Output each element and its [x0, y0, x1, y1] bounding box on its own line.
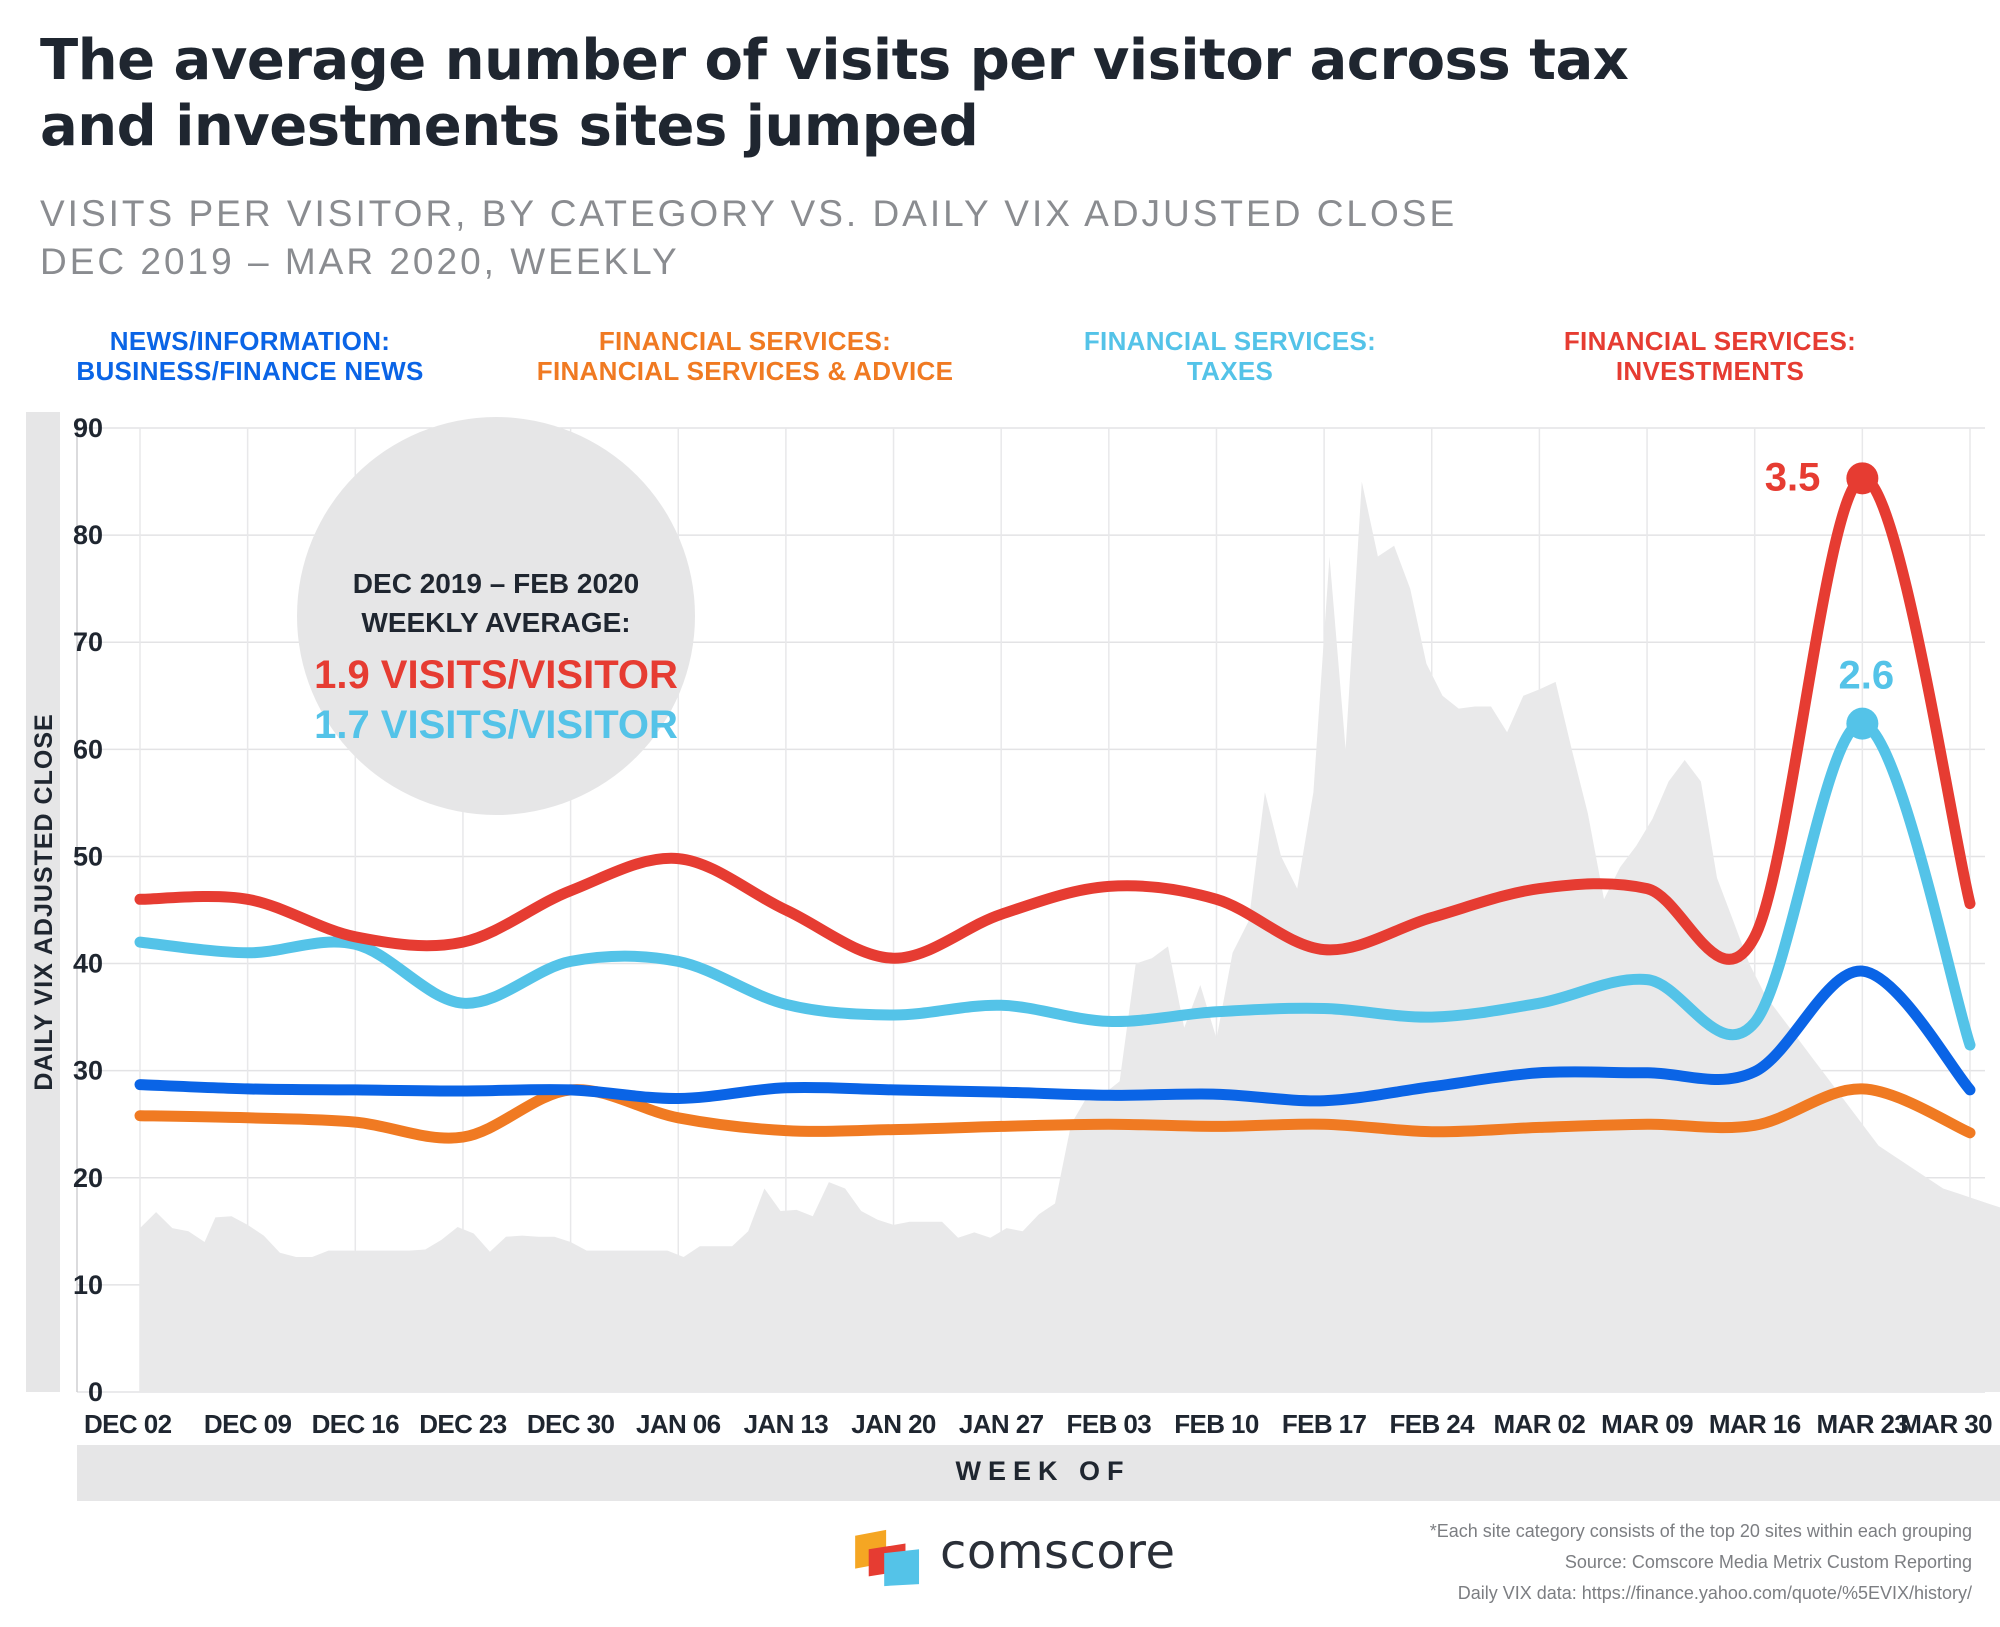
y-tick-label: 10 — [73, 1270, 103, 1300]
x-tick-label: FEB 10 — [1174, 1409, 1259, 1439]
x-tick-label: MAR 16 — [1709, 1409, 1801, 1439]
callout-line-2: WEEKLY AVERAGE: — [361, 607, 630, 638]
y-tick-label: 70 — [73, 627, 103, 657]
annotation-label: 2.6 — [1839, 654, 1895, 698]
legend-financial-advice: FINANCIAL SERVICES: FINANCIAL SERVICES &… — [536, 326, 954, 386]
legend-news: NEWS/INFORMATION: BUSINESS/FINANCE NEWS — [76, 326, 424, 386]
subtitle-line-1: VISITS PER VISITOR, BY CATEGORY VS. DAIL… — [40, 193, 1458, 234]
series-lines — [134, 472, 1976, 1144]
y-tick-label: 40 — [73, 949, 103, 979]
page-title: The average number of visits per visitor… — [40, 28, 1629, 159]
callout-circle — [297, 417, 695, 815]
x-tick-label: DEC 16 — [312, 1409, 400, 1439]
annotations: 3.5 2.6 — [1765, 455, 1895, 740]
vix-area-layer — [140, 481, 2000, 1392]
x-tick-label: MAR 02 — [1494, 1409, 1586, 1439]
x-tick-label: FEB 24 — [1389, 1409, 1475, 1439]
y-tick-labels: 0 10 20 30 40 50 60 70 80 90 — [73, 413, 103, 1407]
y-tick-label: 30 — [73, 1056, 103, 1086]
y-axis-band — [26, 412, 60, 1392]
comscore-logo-text: comscore — [940, 1524, 1176, 1580]
y-tick-label: 90 — [73, 413, 103, 443]
footnote-sites: *Each site category consists of the top … — [1429, 1521, 1972, 1541]
x-tick-labels: DEC 02 DEC 09 DEC 16 DEC 23 DEC 30 JAN 06 JAN … — [84, 1409, 1993, 1439]
vix-area — [140, 481, 2000, 1392]
x-tick-label: JAN 20 — [851, 1409, 936, 1439]
x-tick-label: MAR 09 — [1601, 1409, 1693, 1439]
x-tick-label: FEB 17 — [1282, 1409, 1367, 1439]
series-line-financial-advice — [134, 1083, 1976, 1144]
chart-subtitle: VISITS PER VISITOR, BY CATEGORY VS. DAIL… — [40, 190, 1457, 286]
footnote-vix: Daily VIX data: https://finance.yahoo.co… — [1457, 1583, 1972, 1603]
callout-taxes-average: 1.7 VISITS/VISITOR — [314, 703, 678, 747]
annotation-dot — [1846, 462, 1879, 495]
y-tick-label: 50 — [73, 841, 103, 871]
x-tick-label: JAN 06 — [636, 1409, 721, 1439]
x-tick-label: DEC 02 — [84, 1409, 172, 1439]
annotation-label: 3.5 — [1765, 455, 1821, 499]
legend-investments: FINANCIAL SERVICES: INVESTMENTS — [1563, 326, 1857, 386]
y-axis-label: DAILY VIX ADJUSTED CLOSE — [30, 713, 58, 1090]
callout-line-1: DEC 2019 – FEB 2020 — [353, 568, 639, 599]
x-tick-label: FEB 03 — [1067, 1409, 1152, 1439]
y-tick-label: 0 — [88, 1377, 103, 1407]
footer-notes: *Each site category consists of the top … — [1430, 1516, 1972, 1609]
x-tick-label: MAR 30 — [1900, 1409, 1992, 1439]
series-line-news — [134, 965, 1976, 1107]
x-tick-label: MAR 23 — [1816, 1409, 1908, 1439]
series-line-investments — [134, 472, 1976, 965]
callout-investments-average: 1.9 VISITS/VISITOR — [314, 653, 678, 697]
series-line-taxes — [134, 718, 1976, 1051]
subtitle-line-2: DEC 2019 – MAR 2020, WEEKLY — [40, 241, 680, 282]
x-tick-label: DEC 30 — [527, 1409, 615, 1439]
x-tick-label: JAN 27 — [959, 1409, 1044, 1439]
y-tick-label: 60 — [73, 734, 103, 764]
annotation-dot — [1846, 707, 1879, 740]
x-tick-label: JAN 13 — [744, 1409, 829, 1439]
x-tick-label: DEC 09 — [204, 1409, 292, 1439]
x-axis-band — [77, 1445, 2000, 1501]
footnote-source: Source: Comscore Media Metrix Custom Rep… — [1564, 1552, 1972, 1572]
y-tick-label: 20 — [73, 1163, 103, 1193]
y-tick-label: 80 — [73, 520, 103, 550]
comscore-logo-icon — [855, 1529, 920, 1587]
legend-taxes: FINANCIAL SERVICES: TAXES — [1083, 326, 1377, 386]
x-axis-label: WEEK OF — [956, 1456, 1131, 1486]
x-tick-label: DEC 23 — [419, 1409, 507, 1439]
